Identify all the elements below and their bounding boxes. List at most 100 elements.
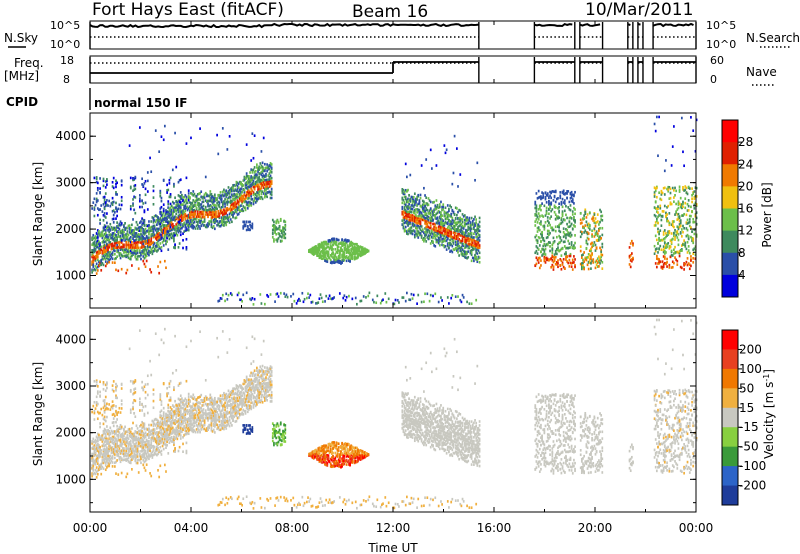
power-cell <box>690 235 692 239</box>
power-cell <box>253 170 256 174</box>
power-cell <box>106 238 108 242</box>
power-cell <box>211 213 214 216</box>
power-cell <box>406 212 408 215</box>
power-cell <box>537 248 540 251</box>
power-cell <box>466 222 468 226</box>
power-cell <box>119 236 122 240</box>
velocity-cell <box>93 459 96 463</box>
power-cell <box>457 235 459 239</box>
power-cell <box>106 221 108 225</box>
power-cell <box>588 258 591 261</box>
power-cell <box>188 210 191 214</box>
power-cell <box>596 213 599 216</box>
power-cell <box>415 214 417 217</box>
power-cell <box>257 170 259 173</box>
power-cell <box>277 227 280 230</box>
power-cell <box>398 301 400 304</box>
power-cell <box>274 227 276 231</box>
power-cell <box>229 199 232 203</box>
power-cell <box>208 222 211 226</box>
power-cell <box>92 269 95 272</box>
power-cell <box>211 206 214 209</box>
power-cell <box>162 138 165 142</box>
power-cell <box>129 257 132 261</box>
power-cell <box>474 224 476 227</box>
power-cell <box>686 222 689 225</box>
power-cell <box>444 211 447 215</box>
power-cell <box>217 212 220 216</box>
power-cell <box>185 199 188 203</box>
power-cell <box>469 221 472 224</box>
power-cell <box>313 245 316 249</box>
power-cell <box>100 258 103 262</box>
power-cell <box>446 236 449 240</box>
power-cell <box>557 248 559 252</box>
power-cell <box>537 261 540 264</box>
power-cell <box>173 182 175 186</box>
power-cell <box>274 300 276 303</box>
power-cell <box>412 210 415 214</box>
power-cell <box>684 201 687 205</box>
power-cell <box>191 210 193 214</box>
power-cell <box>409 221 412 224</box>
power-cell <box>249 171 251 174</box>
power-cell <box>687 221 690 225</box>
power-cell <box>146 179 149 183</box>
power-cell <box>561 197 564 201</box>
power-cell <box>111 257 114 261</box>
power-cell <box>406 219 408 222</box>
power-cell <box>177 223 180 226</box>
power-cell <box>594 260 597 264</box>
power-cell <box>249 193 251 197</box>
power-cell <box>323 256 325 260</box>
power-cell <box>242 227 245 230</box>
power-cell <box>112 227 115 231</box>
power-cell <box>321 243 324 247</box>
power-cell <box>135 220 138 224</box>
power-cell <box>261 161 264 165</box>
power-cell <box>144 255 147 259</box>
power-cell <box>465 245 467 249</box>
power-cell <box>409 173 412 177</box>
power-cell <box>580 254 583 257</box>
power-cell <box>421 214 424 217</box>
power-cell <box>133 249 136 252</box>
power-cell <box>348 249 350 252</box>
power-cell <box>477 249 480 252</box>
power-cell <box>200 219 203 223</box>
power-cell <box>423 203 425 206</box>
power-cell <box>401 187 404 191</box>
power-cell <box>138 241 141 244</box>
power-cell <box>343 255 346 259</box>
power-cell <box>563 209 566 213</box>
power-cell <box>678 215 681 218</box>
power-cell <box>229 201 232 205</box>
power-cell <box>167 206 170 209</box>
power-cell <box>476 243 479 246</box>
power-cell <box>329 258 332 262</box>
power-cell <box>210 218 213 221</box>
power-cell <box>679 249 682 252</box>
power-cell <box>438 205 441 209</box>
power-cell <box>208 208 211 211</box>
power-cell <box>474 222 476 226</box>
power-cell <box>173 237 175 241</box>
power-cell <box>190 206 192 210</box>
power-cell <box>153 227 156 230</box>
power-cell <box>678 190 681 193</box>
power-cell <box>243 220 246 224</box>
power-cell <box>434 229 437 232</box>
power-cell <box>419 204 422 208</box>
power-cell <box>236 193 239 196</box>
power-cell <box>135 257 138 261</box>
power-cell <box>136 241 139 244</box>
power-cell <box>407 207 409 211</box>
power-cell <box>103 206 106 209</box>
power-cell <box>228 189 231 192</box>
power-cell <box>162 211 165 215</box>
power-cell <box>124 234 126 237</box>
power-cell <box>310 301 313 304</box>
power-cell <box>443 244 446 248</box>
power-cell <box>107 244 109 247</box>
power-cell <box>555 216 558 219</box>
